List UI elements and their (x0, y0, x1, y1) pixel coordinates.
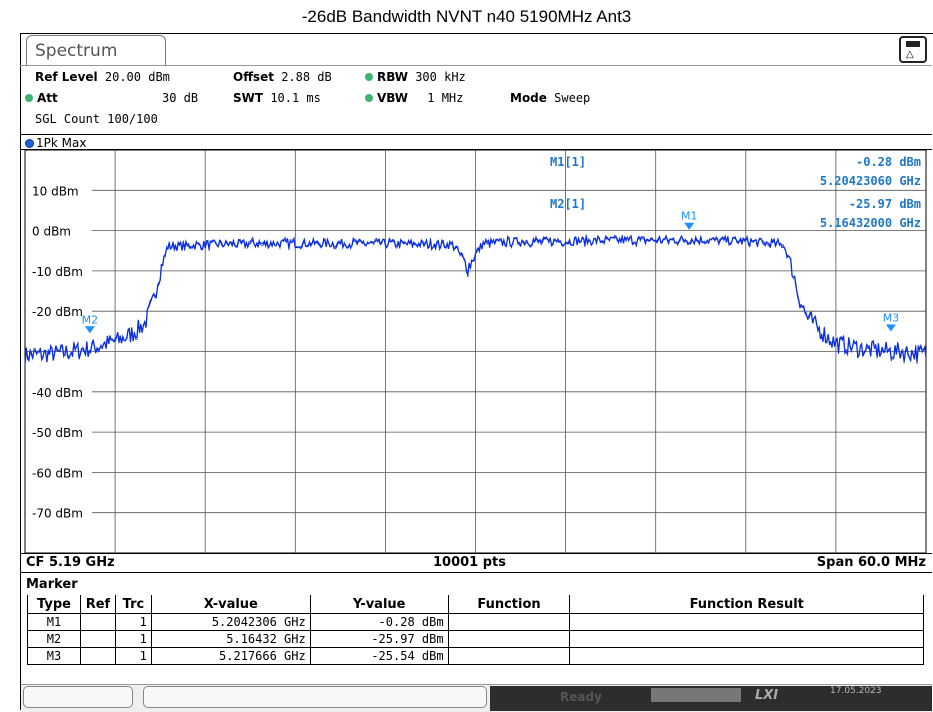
marker-m1-label: M1 (681, 210, 698, 223)
marker-table-header-cell: Y-value (309, 595, 449, 614)
status-date: 17.05.2023 (830, 686, 882, 696)
table-cell (569, 647, 924, 665)
sweep-footer: CF 5.19 GHz 10001 pts Span 60.0 MHz (21, 553, 932, 573)
table-cell: -25.97 dBm (309, 630, 449, 648)
table-row: M3 1 5.217666 GHz -25.54 dBm (27, 647, 924, 665)
y-tick-label: -40 dBm (32, 386, 83, 400)
marker-group: M1 M2 M3 (82, 210, 900, 334)
y-tick-label-bg (26, 302, 92, 320)
marker-table-header-cell: Function (447, 595, 571, 614)
status-field-1[interactable] (23, 686, 133, 708)
m2-readout-label: M2[1] (550, 197, 586, 211)
sweep-progress-bar (651, 688, 741, 702)
rbw-setting: RBW 300 kHz (365, 70, 466, 84)
vbw-coupled-icon (365, 94, 373, 102)
marker-m3-label: M3 (883, 312, 900, 325)
status-field-2[interactable] (143, 686, 487, 708)
trace-indicator-icon (25, 139, 34, 148)
ref-level-setting: Ref Level 20.00 dBm (35, 70, 170, 84)
table-cell: M2 (27, 630, 81, 648)
y-tick-label-bg (26, 382, 92, 400)
m2-readout-level: -25.97 dBm (849, 197, 921, 211)
y-tick-label: -70 dBm (32, 507, 83, 521)
marker-table-header-cell: Ref (79, 595, 116, 614)
table-cell: 1 (114, 613, 152, 631)
y-tick-label: 10 dBm (32, 184, 79, 198)
y-tick-label: -20 dBm (32, 305, 83, 319)
table-cell (79, 647, 116, 665)
y-tick-label: -10 dBm (32, 265, 83, 279)
marker-table-header: Type Ref Trc X-value Y-value Function Function… (27, 595, 924, 614)
table-cell: M1 (27, 613, 81, 631)
display-config-icon[interactable]: △ (899, 36, 927, 63)
marker-table: Type Ref Trc X-value Y-value Function Function… (27, 595, 924, 665)
marker-table-header-cell: X-value (150, 595, 311, 614)
table-cell: 5.16432 GHz (150, 630, 311, 648)
marker-m2-label: M2 (82, 313, 99, 326)
rbw-coupled-icon (365, 73, 373, 81)
table-cell: M3 (27, 647, 81, 665)
table-cell: 5.2042306 GHz (150, 613, 311, 631)
plot-grid (24, 149, 927, 554)
m1-readout-label: M1[1] (550, 155, 586, 169)
table-cell: 5.217666 GHz (150, 647, 311, 665)
y-tick-label-bg (26, 463, 92, 481)
y-tick-label-bg (26, 503, 92, 521)
tab-spectrum[interactable]: Spectrum (26, 35, 166, 65)
table-cell (447, 630, 571, 648)
sweep-points: 10001 pts (433, 555, 507, 570)
y-tick-label-bg (26, 181, 92, 199)
swt-setting: SWT 10.1 ms (233, 91, 321, 105)
m2-readout-freq: 5.16432000 GHz (820, 216, 921, 230)
lxi-logo: LXI (755, 688, 779, 703)
y-axis-ticks: 10 dBm 0 dBm -10 dBm -20 dBm -40 dBm -50 dBm -… (26, 181, 92, 521)
table-cell: -0.28 dBm (309, 613, 449, 631)
y-tick-label: -50 dBm (32, 426, 83, 440)
table-cell: -25.54 dBm (309, 647, 449, 665)
att-setting: Att (25, 91, 58, 105)
offset-setting: Offset 2.88 dB (233, 70, 332, 84)
tab-divider (20, 65, 932, 66)
y-tick-label-bg (26, 261, 92, 279)
span-value: Span 60.0 MHz (816, 555, 926, 570)
vbw-setting: VBW 1 MHz (365, 91, 463, 105)
ready-status: Ready (560, 690, 602, 704)
chart-title: -26dB Bandwidth NVNT n40 5190MHz Ant3 (301, 7, 632, 26)
m1-readout-freq: 5.20423060 GHz (820, 174, 921, 188)
marker-m3-icon (885, 324, 896, 332)
att-value: 30 dB (162, 91, 199, 105)
y-tick-label-bg (26, 221, 92, 239)
center-frequency: CF 5.19 GHz (26, 555, 115, 570)
table-cell (569, 630, 924, 648)
table-cell (79, 613, 116, 631)
table-row: M2 1 5.16432 GHz -25.97 dBm (27, 630, 924, 648)
table-cell (447, 647, 571, 665)
table-cell: 1 (114, 647, 152, 665)
table-cell: 1 (114, 630, 152, 648)
mode-setting: Mode Sweep (510, 91, 591, 105)
marker-table-header-cell: Type (27, 595, 81, 614)
table-cell (569, 613, 924, 631)
sgl-count: SGL Count 100/100 (35, 112, 158, 126)
table-cell (447, 613, 571, 631)
marker-table-header-cell: Trc (114, 595, 152, 614)
marker-table-title: Marker (26, 577, 78, 592)
y-tick-label-bg (26, 423, 92, 441)
m1-readout-level: -0.28 dBm (856, 155, 921, 169)
trace-noise-line (24, 234, 927, 366)
marker-m1-icon (684, 222, 695, 230)
marker-m2-icon (84, 326, 95, 334)
y-tick-label: -60 dBm (32, 466, 83, 480)
table-cell (79, 630, 116, 648)
marker-table-header-cell: Function Result (569, 595, 924, 614)
att-coupled-icon (25, 94, 33, 102)
y-tick-label: 0 dBm (32, 225, 71, 239)
table-row: M1 1 5.2042306 GHz -0.28 dBm (27, 613, 924, 631)
